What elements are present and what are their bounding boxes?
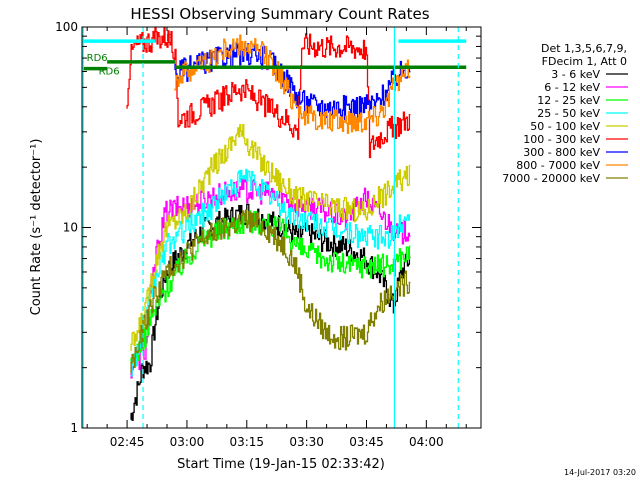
series-line-800-7000-kev-kev bbox=[174, 34, 411, 134]
legend-entry-label: 800 - 7000 keV bbox=[516, 159, 600, 172]
x-tick-label: 03:45 bbox=[349, 435, 384, 449]
x-tick-label: 04:00 bbox=[409, 435, 444, 449]
legend-entry-label: 6 - 12 keV bbox=[544, 81, 600, 94]
timestamp: 14-Jul-2017 03:20 bbox=[564, 468, 636, 477]
series-line-25-50-kev-kev bbox=[130, 168, 411, 377]
legend-entry-label: 7000 - 20000 keV bbox=[502, 172, 600, 185]
legend-entry-label: 300 - 800 keV bbox=[523, 146, 600, 159]
x-tick-label: 03:15 bbox=[229, 435, 264, 449]
y-tick-label: 100 bbox=[55, 20, 78, 34]
legend-header-line: FDecim 1, Att 0 bbox=[542, 55, 627, 68]
series-line-12-25-kev-kev bbox=[130, 210, 411, 367]
legend-entry-label: 12 - 25 keV bbox=[537, 94, 600, 107]
x-tick-label: 02:45 bbox=[110, 435, 145, 449]
x-axis-label: Start Time (19-Jan-15 02:33:42) bbox=[177, 457, 385, 472]
chart-title: HESSI Observing Summary Count Rates bbox=[130, 5, 429, 23]
plot-area: RD6 RD6 F 02:45 03:00 03:15 03:30 03:45 04:00 1 10… bbox=[55, 20, 482, 449]
annotation-2: F bbox=[166, 33, 172, 44]
y-axis-label: Count Rate (s⁻¹ detector⁻¹) bbox=[29, 139, 44, 316]
y-tick-label: 1 bbox=[70, 421, 78, 435]
series-line-6-12-kev-kev bbox=[130, 178, 411, 379]
legend-header-line: Det 1,3,5,6,7,9, bbox=[541, 42, 627, 55]
x-tick-label: 03:00 bbox=[170, 435, 205, 449]
legend-entry-label: 50 - 100 keV bbox=[530, 120, 600, 133]
series-line-100-300-kev-kev bbox=[126, 27, 411, 159]
legend-entry-label: 3 - 6 keV bbox=[551, 68, 600, 81]
annotation-0: RD6 bbox=[87, 53, 108, 64]
annotation-1: RD6 bbox=[99, 66, 120, 77]
legend-entry-label: 100 - 300 keV bbox=[523, 133, 600, 146]
series-line-7000-20000-kev-kev bbox=[130, 209, 411, 374]
series-line-300-800-kev-kev bbox=[174, 42, 411, 121]
x-tick-label: 03:30 bbox=[289, 435, 324, 449]
legend-entry-label: 25 - 50 keV bbox=[537, 107, 600, 120]
series-line-50-100-kev-kev bbox=[130, 124, 411, 352]
y-tick-label: 10 bbox=[63, 221, 78, 235]
legend: Det 1,3,5,6,7,9,FDecim 1, Att 03 - 6 keV… bbox=[502, 42, 628, 185]
